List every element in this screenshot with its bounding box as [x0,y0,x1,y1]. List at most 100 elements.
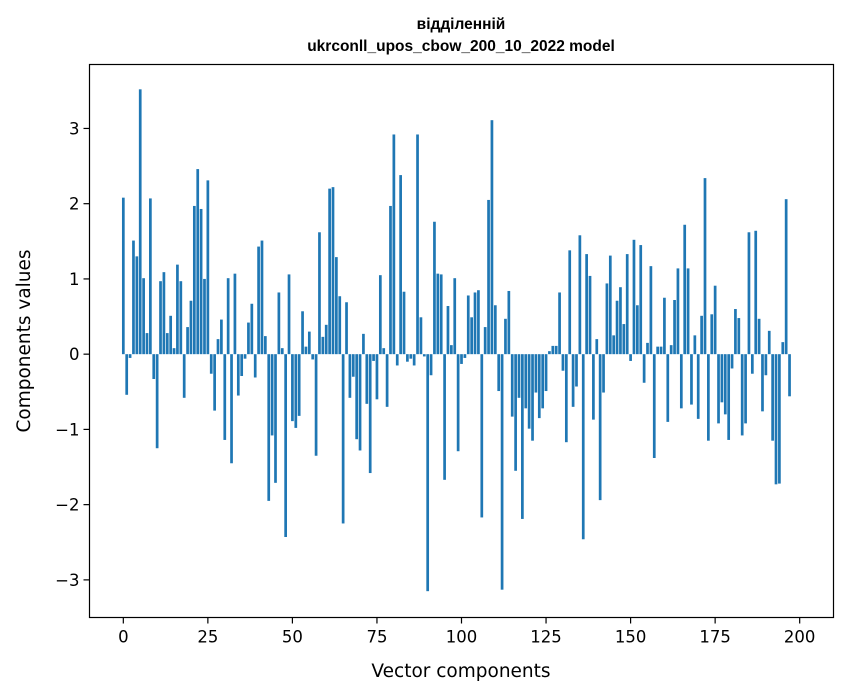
x-tick-label: 50 [282,628,303,647]
bar-component-45 [274,354,277,483]
bar-component-161 [666,354,670,422]
bar-component-180 [730,354,734,369]
bar-component-23 [199,208,203,355]
bar-component-90 [426,354,430,592]
bar-component-4 [135,256,139,355]
bar-component-115 [510,354,514,417]
bar-component-181 [734,309,737,355]
bar-component-31 [226,278,230,355]
bar-component-134 [575,354,578,387]
bar-component-17 [179,281,183,355]
bar-component-66 [345,302,348,355]
bar-component-102 [466,295,470,355]
bar-component-114 [507,290,511,355]
bar-component-10 [155,354,159,449]
bar-component-144 [608,255,612,355]
bar-component-164 [676,268,680,355]
bar-component-38 [250,303,254,355]
bar-component-141 [598,354,602,501]
bar-component-79 [389,205,392,355]
bar-component-26 [209,354,213,374]
bar-component-72 [365,354,369,404]
bar-component-93 [436,273,440,355]
bar-component-142 [602,354,605,393]
bar-component-178 [723,354,727,415]
bar-component-195 [781,342,785,355]
bar-component-55 [307,331,311,355]
bar-component-96 [446,306,450,355]
bar-component-110 [493,305,497,355]
bar-component-61 [328,188,331,355]
bar-component-91 [429,354,433,376]
bar-component-123 [537,354,541,419]
bar-component-138 [588,275,592,355]
x-tick-label: 200 [784,628,816,647]
bar-component-27 [213,354,216,411]
bar-component-151 [632,239,636,355]
y-tick-label: 2 [69,195,80,214]
bar-component-83 [402,291,406,355]
y-tick-label: 3 [69,119,80,138]
bar-component-86 [412,354,416,366]
bar-component-163 [673,300,676,355]
bar-component-92 [433,221,436,355]
x-tick-label: 175 [699,628,731,647]
bar-component-185 [747,232,751,355]
bar-component-129 [558,292,561,355]
bar-component-162 [669,345,673,355]
bar-component-68 [351,354,355,377]
y-axis-label: Components values [14,249,35,432]
bar-component-173 [707,354,710,441]
bar-component-41 [260,240,264,355]
bar-component-59 [321,336,325,355]
bar-component-172 [703,178,707,355]
bar-component-143 [605,283,609,355]
x-axis-ticks: 0 25 50 75 100 125 150 175 200 [118,617,816,647]
bar-component-57 [314,354,318,456]
bar-component-150 [629,354,632,361]
bar-component-179 [727,354,731,440]
bar-component-11 [159,281,162,355]
bar-component-148 [622,324,626,355]
bar-component-175 [713,285,717,355]
bar-component-28 [216,339,220,355]
y-tick-label: 1 [69,270,80,289]
x-tick-label: 125 [530,628,562,647]
bar-component-44 [270,354,274,436]
bar-component-53 [301,311,304,355]
bar-component-137 [585,254,588,355]
bar-component-64 [338,296,342,355]
bar-component-80 [392,134,396,355]
bar-component-101 [463,354,467,358]
bar-component-186 [750,354,754,374]
bar-component-12 [162,272,166,355]
bar-component-152 [636,305,639,355]
y-tick-label: 0 [69,345,80,364]
bar-component-20 [189,300,193,355]
bar-component-70 [358,354,362,451]
bar-component-131 [564,354,568,443]
bar-component-3 [132,240,135,355]
bar-component-176 [717,354,720,424]
bar-component-40 [257,246,260,355]
bar-component-193 [774,354,778,485]
bar-component-18 [182,354,186,398]
bar-component-88 [419,317,423,355]
bar-component-47 [280,348,284,355]
bar-component-130 [561,354,565,371]
bar-component-8 [149,198,152,355]
bar-component-33 [233,273,237,355]
bar-component-77 [382,348,386,355]
bar-component-74 [372,354,375,361]
bar-component-14 [169,315,173,355]
bar-component-103 [470,317,473,355]
y-tick-label: −1 [55,420,79,439]
bar-component-140 [595,339,599,355]
bar-component-125 [544,354,548,392]
bar-component-85 [409,354,413,359]
bar-component-192 [771,354,774,441]
bar-component-191 [767,330,771,355]
chart-title-line1: відділенній [417,16,506,33]
bar-component-196 [784,199,788,355]
bar-component-2 [128,354,132,358]
